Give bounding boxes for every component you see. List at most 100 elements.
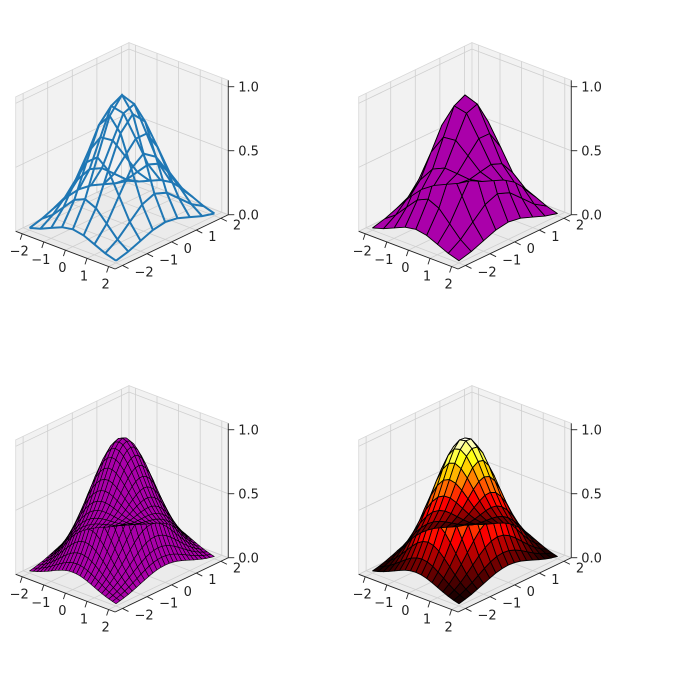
x-tick-label: 2 <box>101 278 109 293</box>
y-tick-label: −2 <box>134 265 153 280</box>
surface-face <box>464 523 477 526</box>
wire-line-y <box>82 112 183 236</box>
x-tick-label: −2 <box>10 245 29 260</box>
z-tick-label: 1.0 <box>581 81 602 96</box>
y-tick <box>539 229 546 234</box>
y-tick <box>146 253 154 258</box>
x-tick-label: 0 <box>58 604 66 619</box>
x-tick-label: 0 <box>401 261 409 276</box>
y-tick <box>196 229 203 234</box>
x-tick <box>19 576 23 583</box>
wire-line-y <box>115 212 215 262</box>
y-tick <box>489 253 497 258</box>
x-tick-label: 0 <box>58 261 66 276</box>
x-tick <box>84 258 88 265</box>
y-tick <box>122 608 129 612</box>
x-tick <box>449 266 453 273</box>
y-tick-label: −1 <box>502 597 521 612</box>
gridline-z <box>15 391 229 447</box>
y-tick-label: −2 <box>477 265 496 280</box>
wire-line-y <box>39 167 139 230</box>
y-tick-label: −1 <box>502 254 521 269</box>
y-tick-label: 2 <box>576 561 584 576</box>
x-tick <box>405 592 409 600</box>
y-tick-label: 1 <box>551 230 559 245</box>
y-tick <box>465 608 472 612</box>
y-tick-label: 2 <box>233 561 241 576</box>
z-tick-label: 0.5 <box>238 488 259 503</box>
x-tick <box>41 584 45 592</box>
x-tick-label: 1 <box>80 269 88 284</box>
surface-face <box>123 523 132 526</box>
y-tick <box>514 241 521 246</box>
x-tick-label: −1 <box>374 253 393 268</box>
x-tick-label: 2 <box>444 278 452 293</box>
x-tick-label: −2 <box>353 245 372 260</box>
y-tick-label: 0 <box>527 585 535 600</box>
y-tick-label: 1 <box>551 573 559 588</box>
y-tick <box>563 560 571 565</box>
x-tick <box>62 592 66 600</box>
y-tick-label: −1 <box>159 254 178 269</box>
x-tick <box>427 601 431 608</box>
z-tick-label: 1.0 <box>581 424 602 439</box>
z-tick-label: 0.0 <box>581 209 602 224</box>
y-tick <box>122 265 129 269</box>
y-tick-label: 1 <box>208 573 216 588</box>
x-tick <box>449 609 453 616</box>
x-tick-label: −1 <box>31 596 50 611</box>
y-tick <box>514 584 521 589</box>
y-tick <box>563 217 571 222</box>
y-tick <box>146 596 154 601</box>
y-tick-label: 1 <box>208 230 216 245</box>
x-tick <box>106 609 110 616</box>
wire-line-y <box>104 191 204 254</box>
y-tick <box>539 572 546 577</box>
x-tick-label: 2 <box>444 621 452 636</box>
x-tick-label: −2 <box>10 588 29 603</box>
gridline-z <box>15 112 229 168</box>
z-tick-label: 1.0 <box>238 81 259 96</box>
y-tick-label: 0 <box>184 242 192 257</box>
gridline-z <box>15 48 229 104</box>
y-tick <box>220 217 228 222</box>
x-tick <box>384 584 388 592</box>
y-tick-label: 2 <box>576 218 584 233</box>
gridline-z <box>358 48 572 104</box>
z-tick-label: 0.0 <box>581 552 602 567</box>
x-tick <box>41 241 45 249</box>
x-tick-label: 2 <box>101 621 109 636</box>
z-tick-label: 0.0 <box>238 552 259 567</box>
x-tick <box>405 249 409 257</box>
y-tick <box>220 560 228 565</box>
z-tick-label: 0.5 <box>581 145 602 160</box>
x-tick-label: −1 <box>31 253 50 268</box>
wire-line-y <box>71 93 173 230</box>
x-tick <box>84 601 88 608</box>
wire-line-y <box>93 152 194 245</box>
x-tick <box>106 266 110 273</box>
y-tick-label: 2 <box>233 218 241 233</box>
x-tick-label: 1 <box>423 269 431 284</box>
y-tick-label: −2 <box>477 608 496 623</box>
x-tick <box>384 241 388 249</box>
x-tick-label: −1 <box>374 596 393 611</box>
y-tick-label: −1 <box>159 597 178 612</box>
x-tick-label: 0 <box>401 604 409 619</box>
x-tick <box>62 249 66 257</box>
y-tick <box>489 596 497 601</box>
wire-line-y <box>61 104 162 228</box>
y-tick <box>465 265 472 269</box>
x-tick <box>362 576 366 583</box>
x-tick <box>427 258 431 265</box>
y-tick <box>171 241 178 246</box>
x-tick-label: 1 <box>423 612 431 627</box>
y-tick <box>171 584 178 589</box>
x-tick <box>19 233 23 240</box>
y-tick <box>196 572 203 577</box>
